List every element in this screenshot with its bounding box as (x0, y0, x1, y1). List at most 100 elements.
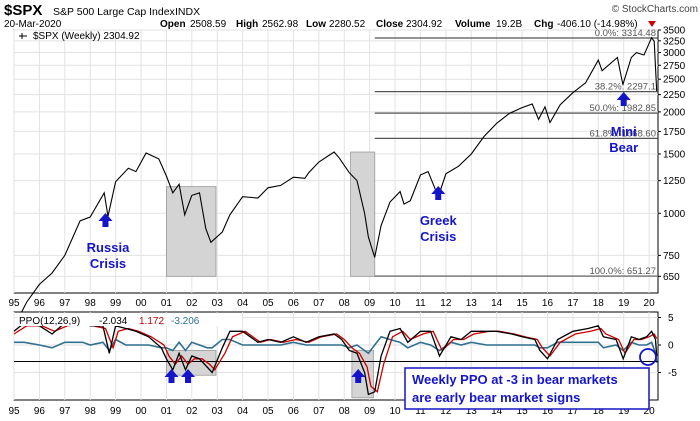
ppo-x-tick-label: 08 (339, 406, 351, 417)
price-y-tick-label: 2500 (663, 75, 686, 86)
ppo-hist-value: -3.206 (171, 316, 200, 327)
ppo-x-tick-label: 14 (491, 406, 503, 417)
price-y-ticks: 650 750 1000 1250 1500 1750 2000 2250 2500 2750 30… (658, 26, 686, 283)
price-x-tick-label: 06 (288, 298, 300, 309)
retracement-label: 100.0%: 651.27 (589, 266, 656, 277)
low-value: 2280.52 (329, 19, 366, 30)
price-x-tick-label: 03 (212, 298, 224, 309)
price-x-tick-label: 98 (85, 298, 97, 309)
price-legend: $SPX (Weekly) 2304.92 (33, 31, 140, 42)
price-y-tick-label: 750 (663, 251, 680, 262)
price-x-tick-label: 12 (440, 298, 452, 309)
retracement-label: 50.0%: 1982.85 (589, 103, 656, 114)
ppo-x-ticks: 95 96 97 98 99 00 01 02 03 04 05 06 07 08 09 10 11 12 13 14… (8, 406, 655, 417)
arrow-up-icon (431, 186, 446, 200)
arrow-up-icon (616, 92, 631, 106)
price-annotation: Crisis (90, 256, 126, 271)
ppo-x-tick-label: 09 (364, 406, 376, 417)
spx-price-line (13, 36, 658, 328)
ppo-x-tick-label: 96 (34, 406, 46, 417)
bear-market-shade (166, 186, 217, 277)
shaded-regions (166, 151, 376, 277)
ppo-x-tick-label: 05 (262, 406, 274, 417)
ppo-y-tick-label: 0 (668, 341, 674, 352)
price-y-tick-label: 1000 (663, 209, 686, 220)
ppo-x-tick-label: 98 (85, 406, 97, 417)
ppo-annotations (164, 369, 366, 383)
legend-swatch-icon (19, 33, 27, 39)
ppo-y-ticks: 5 0 -5 (658, 313, 677, 379)
quote-date: 20-Mar-2020 (4, 19, 62, 30)
symbol-title: $SPX (4, 2, 42, 19)
price-x-tick-label: 14 (491, 298, 503, 309)
exchange: INDX (175, 6, 200, 18)
price-x-tick-label: 08 (339, 298, 351, 309)
price-x-tick-label: 16 (542, 298, 554, 309)
ppo-x-tick-label: 00 (135, 406, 147, 417)
ppo-x-tick-label: 11 (415, 406, 426, 417)
price-annotation: Mini (611, 124, 637, 139)
price-annotation: Russia (87, 240, 130, 255)
price-x-tick-label: 10 (390, 298, 402, 309)
volume-value: 19.2B (496, 19, 522, 30)
ppo-x-tick-label: 01 (161, 406, 173, 417)
ppo-x-tick-label: 19 (618, 406, 630, 417)
ppo-x-tick-label: 99 (110, 406, 122, 417)
ppo-x-tick-label: 20 (644, 406, 656, 417)
ppo-x-tick-label: 04 (237, 406, 249, 417)
ppo-legend-title: PPO(12,26,9) (19, 316, 80, 327)
arrow-up-icon (98, 213, 113, 227)
high-value: 2562.98 (262, 19, 299, 30)
ppo-x-tick-label: 95 (8, 406, 20, 417)
ppo-legend: PPO(12,26,9) -2.034 1.172 -3.206 (17, 314, 242, 327)
price-panel (13, 29, 659, 294)
ppo-x-tick-label: 02 (186, 406, 198, 417)
chg-value: -406.10 (-14.98%) (557, 19, 638, 30)
price-x-tick-label: 97 (59, 298, 71, 309)
ppo-x-tick-label: 07 (313, 406, 325, 417)
price-x-tick-label: 00 (135, 298, 147, 309)
security-name: S&P 500 Large Cap Index (53, 6, 176, 18)
ppo-x-tick-label: 06 (288, 406, 300, 417)
watermark: © StockCharts.com (612, 4, 698, 15)
ppo-x-tick-label: 18 (593, 406, 605, 417)
callout-line-2: are early bear market signs (412, 390, 580, 405)
quote-bar: Open 2508.59 High 2562.98 Low 2280.52 Cl… (160, 19, 656, 30)
down-triangle-icon (648, 21, 656, 27)
open-label: Open (160, 19, 186, 30)
ppo-x-tick-label: 15 (517, 406, 529, 417)
price-x-tick-label: 20 (644, 298, 656, 309)
price-y-tick-label: 1750 (663, 127, 686, 138)
price-x-tick-label: 01 (161, 298, 173, 309)
price-x-tick-label: 15 (517, 298, 529, 309)
price-y-tick-label: 2000 (663, 107, 686, 118)
arrow-up-icon (181, 369, 196, 383)
retracement-levels: 0.0%: 3314.48 38.2%: 2297.1 50.0%: 1982.85… (374, 28, 658, 277)
arrow-up-icon (351, 369, 366, 383)
price-y-tick-label: 3000 (663, 48, 686, 59)
price-y-tick-label: 2250 (663, 90, 686, 101)
ppo-x-tick-label: 16 (542, 406, 554, 417)
price-y-tick-label: 2750 (663, 61, 686, 72)
bear-market-shade (350, 151, 376, 277)
price-x-tick-label: 18 (593, 298, 605, 309)
price-y-tick-label: 1500 (663, 149, 686, 160)
price-x-tick-label: 02 (186, 298, 198, 309)
close-label: Close (376, 19, 404, 30)
ppo-x-tick-label: 17 (567, 406, 579, 417)
price-x-tick-label: 96 (34, 298, 46, 309)
price-x-tick-label: 04 (237, 298, 249, 309)
price-x-tick-label: 13 (466, 298, 478, 309)
ppo-histogram (14, 335, 658, 363)
ppo-legend-value: -2.034 (99, 316, 128, 327)
price-annotation: Crisis (420, 229, 456, 244)
retracement-label: 0.0%: 3314.48 (595, 28, 656, 39)
price-y-tick-label: 650 (663, 272, 680, 283)
ppo-signal-value: 1.172 (139, 316, 164, 327)
ppo-y-tick-label: 5 (668, 313, 674, 324)
open-value: 2508.59 (190, 19, 227, 30)
volume-label: Volume (455, 19, 491, 30)
price-y-tick-label: 3500 (663, 26, 686, 37)
